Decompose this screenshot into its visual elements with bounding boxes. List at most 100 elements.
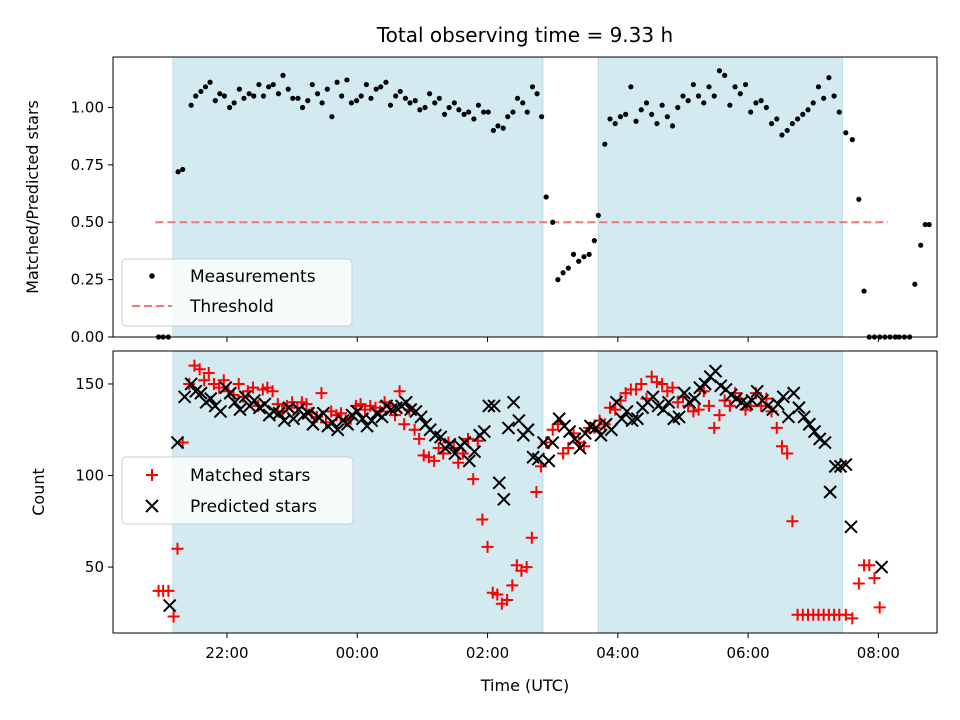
- x-tick-label: 02:00: [466, 644, 509, 662]
- data-point: [467, 445, 482, 459]
- data-point: [309, 81, 315, 88]
- data-point: [350, 404, 364, 419]
- data-point: [231, 100, 237, 106]
- data-point: [202, 366, 215, 379]
- data-point: [926, 221, 932, 228]
- data-point: [520, 561, 533, 574]
- data-point: [462, 454, 477, 468]
- legend-matched-label: Matched stars: [190, 466, 310, 486]
- data-point: [452, 456, 465, 469]
- data-point: [286, 412, 301, 426]
- data-point: [241, 95, 247, 101]
- data-point: [407, 100, 413, 106]
- data-point: [737, 91, 743, 97]
- data-point: [358, 93, 364, 99]
- data-point: [810, 100, 816, 106]
- axes-frame-bottom: [112, 350, 938, 634]
- data-point: [247, 381, 260, 394]
- data-point: [348, 100, 355, 106]
- data-point: [285, 86, 291, 92]
- data-point: [708, 364, 723, 378]
- data-point: [753, 100, 759, 106]
- data-point: [912, 281, 918, 287]
- data-point: [256, 81, 262, 88]
- data-point: [748, 109, 754, 115]
- data-point: [177, 390, 192, 404]
- data-point: [654, 120, 660, 127]
- data-point: [922, 221, 928, 228]
- data-point: [495, 123, 501, 129]
- data-point: [226, 104, 233, 111]
- data-point: [771, 397, 785, 411]
- data-point: [280, 72, 286, 78]
- data-point: [844, 520, 858, 534]
- observing-window-2: [597, 350, 844, 634]
- data-point: [414, 410, 428, 424]
- data-point: [433, 430, 448, 444]
- data-point: [695, 93, 702, 99]
- data-point: [363, 81, 369, 88]
- data-point: [690, 81, 696, 88]
- data-point: [750, 384, 764, 398]
- data-point: [417, 449, 430, 462]
- data-point: [768, 120, 775, 127]
- data-point: [290, 95, 296, 101]
- data-point: [451, 100, 457, 106]
- data-point: [623, 111, 629, 117]
- data-point: [413, 432, 426, 445]
- data-point: [604, 423, 619, 437]
- data-point: [568, 432, 582, 446]
- data-point: [331, 423, 345, 437]
- data-point: [784, 127, 790, 134]
- data-point: [604, 401, 617, 414]
- x-tick-label: 00:00: [336, 644, 379, 662]
- data-point: [620, 404, 634, 419]
- data-point: [698, 377, 712, 391]
- data-point: [703, 399, 716, 412]
- legend-measurements-marker: [149, 273, 155, 279]
- data-point: [375, 410, 389, 424]
- data-point: [162, 598, 177, 613]
- data-point: [246, 91, 252, 97]
- data-point: [557, 447, 570, 460]
- data-point: [393, 385, 406, 398]
- data-point: [645, 370, 658, 383]
- data-point: [217, 91, 223, 97]
- data-point: [514, 95, 521, 101]
- data-point: [630, 383, 643, 396]
- panel-ratio: 0.00 0.25 0.50 0.75 1.00 Matched/Predicted s…: [23, 56, 938, 346]
- data-point: [525, 531, 538, 544]
- data-point: [815, 84, 822, 90]
- data-point: [475, 102, 482, 108]
- data-point: [387, 102, 394, 108]
- data-point: [193, 363, 206, 376]
- data-point: [300, 398, 313, 411]
- data-point: [615, 412, 629, 426]
- data-point: [497, 492, 511, 507]
- legend-bottom: Matched stars Predicted stars: [121, 456, 354, 525]
- data-point: [664, 114, 670, 120]
- data-point: [510, 109, 516, 115]
- data-point: [175, 169, 181, 175]
- data-point: [805, 107, 811, 113]
- data-point: [198, 88, 204, 95]
- data-point: [675, 104, 681, 111]
- data-point: [319, 100, 325, 106]
- data-point: [167, 610, 180, 623]
- data-point: [874, 560, 889, 574]
- data-point: [266, 84, 272, 90]
- data-point: [843, 130, 849, 136]
- data-point: [732, 84, 738, 90]
- data-point: [301, 406, 316, 420]
- data-point: [221, 93, 227, 99]
- data-point: [194, 386, 208, 400]
- data-point: [180, 166, 186, 173]
- data-point: [692, 403, 705, 416]
- data-point: [770, 421, 783, 434]
- legend-measurements-label: Measurements: [190, 267, 316, 287]
- data-point: [786, 386, 801, 400]
- data-point: [742, 81, 749, 88]
- data-point: [836, 109, 842, 115]
- data-point: [481, 109, 487, 115]
- data-point: [628, 84, 634, 90]
